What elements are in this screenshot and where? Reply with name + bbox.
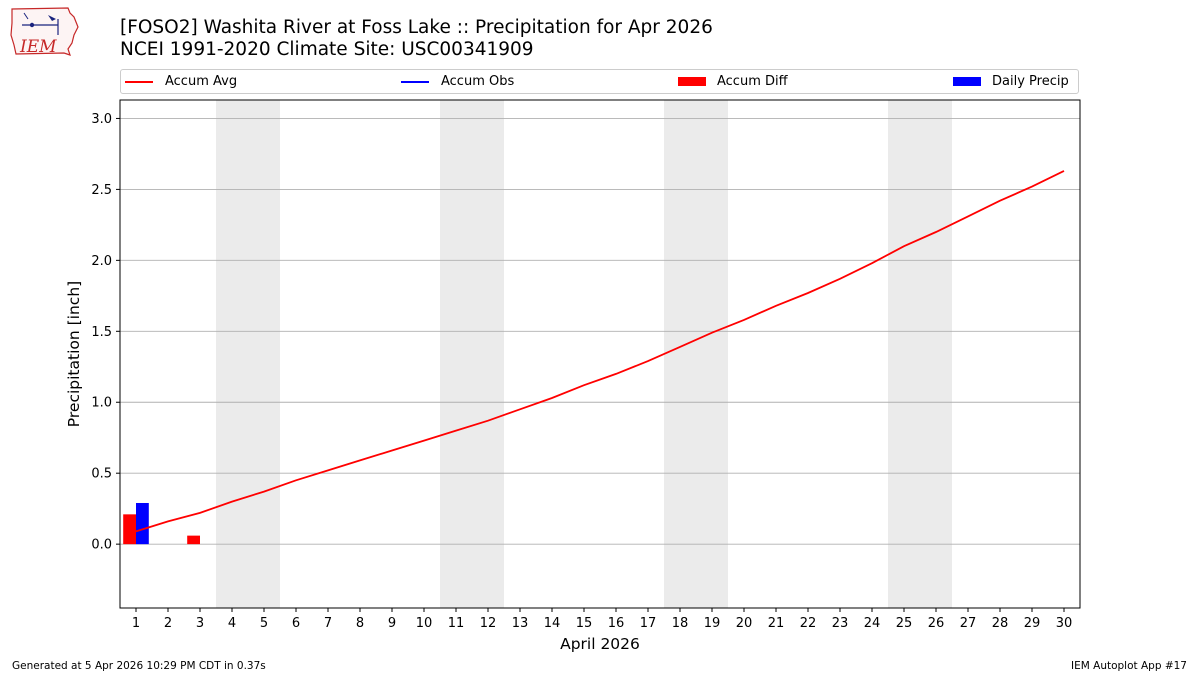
y-tick-label: 2.5	[91, 183, 112, 198]
x-axis-label: April 2026	[560, 635, 640, 653]
legend-item-accum-avg: Accum Avg	[125, 70, 237, 93]
x-tick-label: 26	[928, 616, 945, 631]
x-tick-label: 28	[992, 616, 1009, 631]
footer-generated: Generated at 5 Apr 2026 10:29 PM CDT in …	[12, 660, 266, 672]
x-tick-label: 5	[260, 616, 268, 631]
weekend-band-day-26	[920, 100, 952, 608]
x-tick-label: 22	[800, 616, 817, 631]
x-tick-label: 12	[480, 616, 497, 631]
legend-label-accum-avg: Accum Avg	[165, 74, 238, 89]
chart-title: [FOSO2] Washita River at Foss Lake :: Pr…	[120, 17, 713, 38]
x-tick-label: 21	[768, 616, 785, 631]
iem-logo: IEM	[10, 7, 79, 57]
x-tick-label: 23	[832, 616, 849, 631]
legend-swatch-accum-diff	[678, 77, 706, 86]
x-tick-label: 1	[132, 616, 140, 631]
weekend-band-day-12	[472, 100, 504, 608]
y-tick-label: 1.0	[91, 396, 112, 411]
footer-app: IEM Autoplot App #17	[1071, 660, 1187, 672]
iowa-outline	[10, 7, 79, 56]
legend-swatch-accum-avg	[125, 80, 153, 83]
logo-text: IEM	[19, 37, 57, 57]
x-tick-label: 13	[512, 616, 529, 631]
x-tick-label: 24	[864, 616, 881, 631]
accum-avg-line	[135, 170, 1065, 533]
x-tick-label: 2	[164, 616, 172, 631]
y-tick-label: 0.5	[91, 467, 112, 482]
legend-item-daily-precip: Daily Precip	[953, 70, 1069, 93]
y-axis-label: Precipitation [inch]	[65, 281, 83, 427]
x-tick-label: 9	[388, 616, 396, 631]
y-tick-label: 2.0	[91, 254, 112, 269]
plot-frame	[119, 99, 1081, 609]
legend-swatch-daily-precip	[953, 77, 981, 86]
weekend-band-day-19	[696, 100, 728, 608]
accum-diff-bar-day-3	[187, 535, 200, 545]
x-tick-label: 6	[292, 616, 300, 631]
x-tick-label: 27	[960, 616, 977, 631]
x-tick-label: 11	[448, 616, 465, 631]
legend-label-accum-obs: Accum Obs	[441, 74, 515, 89]
legend-item-accum-obs: Accum Obs	[401, 70, 514, 93]
legend: Accum Avg Accum Obs Accum Diff Daily Pre…	[120, 69, 1079, 94]
x-tick-label: 16	[608, 616, 625, 631]
x-tick-label: 29	[1024, 616, 1041, 631]
x-tick-label: 4	[228, 616, 236, 631]
x-tick-label: 25	[896, 616, 913, 631]
daily-precip-bar-day-1	[136, 502, 149, 545]
accum-diff-bar-day-1	[123, 514, 136, 545]
chart-subtitle: NCEI 1991-2020 Climate Site: USC00341909	[120, 39, 534, 60]
x-tick-label: 20	[736, 616, 753, 631]
legend-swatch-accum-obs	[401, 80, 429, 83]
x-tick-label: 3	[196, 616, 204, 631]
y-tick-label: 3.0	[91, 112, 112, 127]
weekend-band-day-5	[248, 100, 280, 608]
x-tick-label: 19	[704, 616, 721, 631]
x-tick-label: 7	[324, 616, 332, 631]
weekend-band-day-25	[888, 100, 920, 608]
x-tick-label: 17	[640, 616, 657, 631]
legend-item-accum-diff: Accum Diff	[678, 70, 788, 93]
x-tick-label: 10	[416, 616, 433, 631]
legend-label-accum-diff: Accum Diff	[717, 74, 788, 89]
y-tick-label: 1.5	[91, 325, 112, 340]
weekend-band-day-4	[216, 100, 248, 608]
legend-label-daily-precip: Daily Precip	[992, 74, 1069, 89]
weekend-band-day-11	[440, 100, 472, 608]
weekend-band-day-18	[664, 100, 696, 608]
x-tick-label: 15	[576, 616, 593, 631]
x-tick-label: 18	[672, 616, 689, 631]
x-tick-label: 14	[544, 616, 561, 631]
x-tick-label: 30	[1056, 616, 1073, 631]
y-tick-label: 0.0	[91, 538, 112, 553]
x-tick-label: 8	[356, 616, 364, 631]
